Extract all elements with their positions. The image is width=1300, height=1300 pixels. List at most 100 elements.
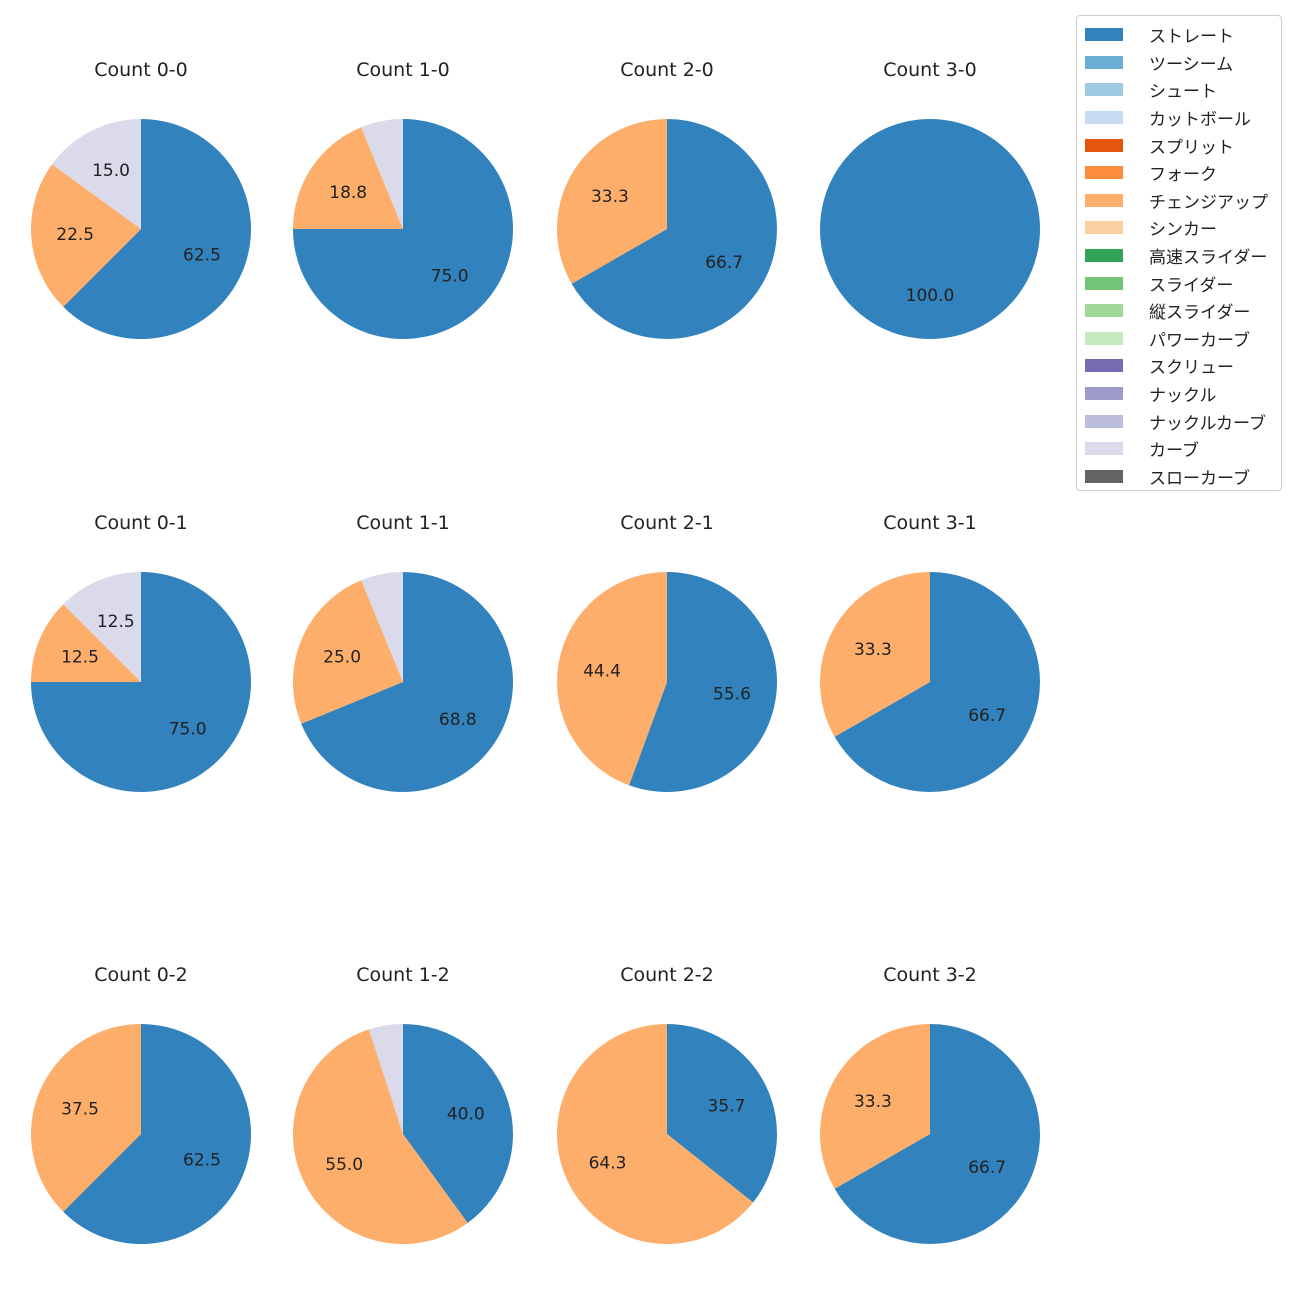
pie-title: Count 2-2 (620, 964, 714, 986)
slice-label: 35.7 (708, 1096, 746, 1116)
slice-label: 68.8 (439, 710, 477, 730)
legend-item: ナックルカーブ (1085, 407, 1281, 435)
pie-slice (571, 119, 777, 339)
legend-swatch (1085, 249, 1123, 263)
legend-item: シンカー (1085, 214, 1281, 242)
legend-label: スクリュー (1149, 358, 1234, 379)
slice-label: 33.3 (854, 640, 892, 660)
legend-item: ナックル (1085, 380, 1281, 408)
legend-swatch (1085, 193, 1123, 207)
slice-label: 66.7 (705, 253, 743, 273)
legend-swatch (1085, 221, 1123, 235)
legend-label: シンカー (1149, 220, 1217, 241)
legend-label: カットボール (1149, 110, 1251, 131)
legend-item: スライダー (1085, 269, 1281, 297)
slice-label: 55.6 (713, 685, 751, 705)
legend-item: スローカーブ (1085, 463, 1281, 491)
legend-swatch (1085, 28, 1123, 42)
legend-item: 縦スライダー (1085, 297, 1281, 325)
pie-slice (403, 1024, 513, 1223)
pie-slice (820, 1024, 930, 1189)
legend-label: フォーク (1149, 165, 1217, 186)
legend-swatch (1085, 55, 1123, 69)
pie-slice (557, 1023, 754, 1244)
pie-slice (556, 572, 667, 786)
pie-title: Count 1-0 (356, 59, 450, 81)
slice-label: 62.5 (183, 245, 221, 265)
legend-swatch (1085, 331, 1123, 345)
legend-label: ナックル (1149, 386, 1217, 407)
legend-item: カーブ (1085, 435, 1281, 463)
legend-label: ストレート (1149, 27, 1234, 48)
legend-swatch (1085, 414, 1123, 428)
legend-label: パワーカーブ (1149, 330, 1250, 351)
pie-title: Count 3-2 (883, 964, 977, 986)
slice-label: 75.0 (431, 267, 469, 287)
legend-swatch (1085, 304, 1123, 318)
pie-slice (369, 1024, 403, 1134)
slice-label: 55.0 (325, 1155, 363, 1175)
pie-slice (52, 119, 141, 229)
legend-swatch (1085, 276, 1123, 290)
pie-title: Count 2-1 (620, 512, 714, 534)
pie-slice (834, 572, 1040, 792)
pie-slice (629, 572, 777, 792)
pie-slice (30, 164, 141, 307)
slice-label: 66.7 (968, 706, 1006, 726)
slice-label: 44.4 (583, 661, 621, 681)
legend-swatch (1085, 83, 1123, 97)
pie-title: Count 0-2 (94, 964, 188, 986)
slice-label: 33.3 (854, 1092, 892, 1112)
pie-slice (293, 127, 403, 229)
pie-slice (63, 572, 141, 682)
slice-label: 40.0 (447, 1105, 485, 1125)
pie-slice (834, 1024, 1040, 1245)
legend-item: パワーカーブ (1085, 325, 1281, 353)
pie-title: Count 3-1 (883, 512, 977, 534)
legend-item: カットボール (1085, 104, 1281, 132)
slice-label: 64.3 (589, 1154, 627, 1174)
legend-swatch (1085, 469, 1123, 483)
pie-title: Count 1-1 (356, 512, 450, 534)
pie-slice (31, 1024, 142, 1212)
legend-item: シュート (1085, 76, 1281, 104)
legend-item: ストレート (1085, 21, 1281, 49)
legend-item: フォーク (1085, 159, 1281, 187)
slice-label: 18.8 (329, 183, 367, 203)
pie-slice (63, 119, 252, 339)
slice-label: 25.0 (323, 648, 361, 668)
legend-label: ツーシーム (1149, 54, 1234, 75)
legend-label: スプリット (1149, 137, 1234, 158)
pie-slice (31, 604, 141, 682)
pie-slice (361, 119, 403, 229)
legend-label: スライダー (1149, 275, 1234, 296)
legend-swatch (1085, 166, 1123, 180)
legend: ストレートツーシームシュートカットボール スプリットフォークチェンジアップ シンカー… (1076, 15, 1282, 491)
legend-label: カーブ (1149, 441, 1199, 462)
pie-slice (292, 1029, 468, 1245)
legend-swatch (1085, 442, 1123, 456)
legend-item: ツーシーム (1085, 49, 1281, 77)
slice-label: 15.0 (92, 161, 130, 181)
slice-label: 75.0 (169, 720, 207, 740)
legend-label: シュート (1149, 82, 1217, 103)
legend-item: スクリュー (1085, 352, 1281, 380)
slice-label: 12.5 (97, 612, 135, 632)
legend-item: チェンジアップ (1085, 187, 1281, 215)
pie-slice (361, 572, 403, 682)
legend-label: 縦スライダー (1149, 303, 1251, 324)
pie-slice (293, 580, 403, 724)
pie-slice (820, 572, 930, 737)
legend-label: 高速スライダー (1149, 248, 1268, 269)
slice-label: 66.7 (968, 1158, 1006, 1178)
legend-swatch (1085, 138, 1123, 152)
pie-title: Count 0-1 (94, 512, 188, 534)
legend-item: スプリット (1085, 131, 1281, 159)
legend-label: チェンジアップ (1149, 192, 1268, 213)
slice-label: 100.0 (906, 286, 955, 306)
slice-label: 62.5 (183, 1150, 221, 1170)
slice-label: 37.5 (61, 1100, 99, 1120)
pie-title: Count 2-0 (620, 59, 714, 81)
